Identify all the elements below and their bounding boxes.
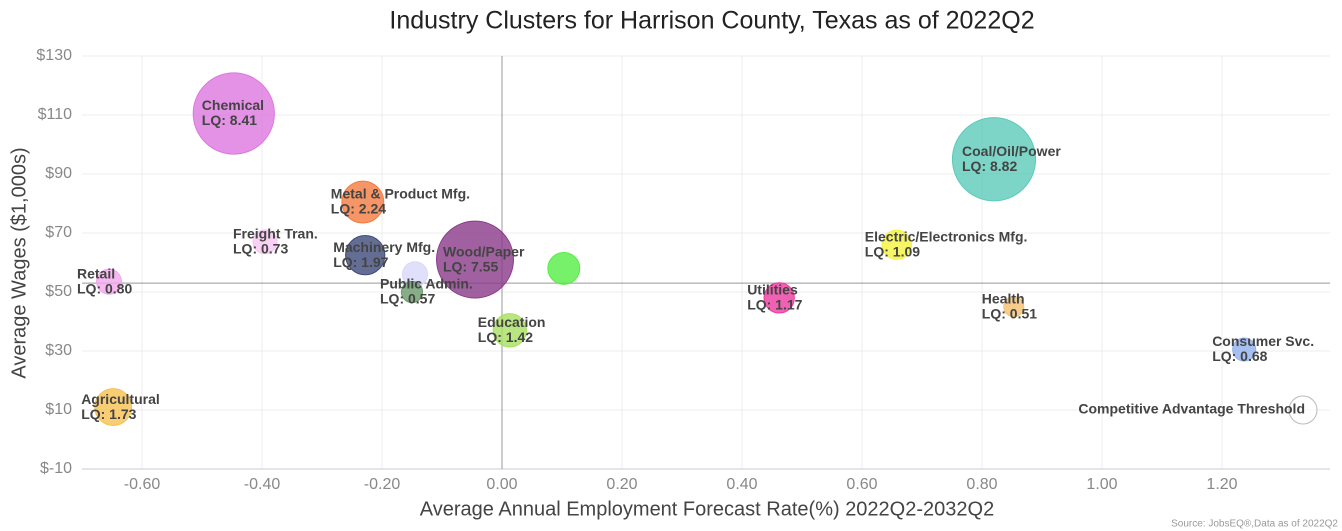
bubble <box>341 180 385 224</box>
bubble <box>763 282 795 314</box>
bubble-value-label: LQ: 0.57 <box>380 291 435 307</box>
y-tick-label: $130 <box>36 47 72 64</box>
bubble <box>400 280 424 304</box>
y-axis-label: Average Wages ($1,000s) <box>8 147 30 378</box>
x-tick-label: 0.80 <box>966 476 997 493</box>
bubble <box>881 229 912 260</box>
bubble-label: Public Admin. <box>380 276 473 292</box>
bubble-label: Coal/Oil/Power <box>962 143 1061 159</box>
x-tick-label: -0.40 <box>244 476 281 493</box>
bubble-value-label: LQ: 0.80 <box>77 280 132 296</box>
y-tick-label: $30 <box>45 342 72 359</box>
bubble-value-label: LQ: 1.97 <box>333 254 388 270</box>
bubble-value-label: LQ: 1.73 <box>81 406 136 422</box>
x-axis-label: Average Annual Employment Forecast Rate(… <box>420 498 994 520</box>
bubble-value-label: LQ: 2.24 <box>331 201 386 217</box>
x-tick-label: 0.40 <box>726 476 757 493</box>
y-tick-label: $90 <box>45 165 72 182</box>
bubble-value-label: LQ: 1.09 <box>865 244 920 260</box>
bubble <box>436 220 514 299</box>
bubble-label: Agricultural <box>81 391 160 407</box>
chart-title: Industry Clusters for Harrison County, T… <box>389 7 1034 35</box>
bubble-label: Freight Tran. <box>233 226 318 242</box>
bubble-label: Chemical <box>202 97 264 113</box>
x-tick-label: -0.20 <box>364 476 401 493</box>
bubble-label: Machinery Mfg. <box>333 239 435 255</box>
bubble <box>951 117 1037 202</box>
y-tick-label: $110 <box>38 106 73 123</box>
y-tick-label: $50 <box>45 283 72 300</box>
bubble <box>94 388 133 426</box>
x-tick-label: 0.00 <box>486 476 517 493</box>
bubble <box>1232 337 1257 362</box>
x-tick-label: 1.20 <box>1206 476 1237 493</box>
bubble-value-label: LQ: 0.51 <box>982 305 1037 321</box>
bubble-value-label: LQ: 8.82 <box>962 158 1017 174</box>
x-tick-label: 0.20 <box>606 476 637 493</box>
bubble-label: Consumer Svc. <box>1212 333 1314 349</box>
source-note: Source: JobsEQ®,Data as of 2022Q2 <box>1171 519 1338 530</box>
bubble-label: Metal & Product Mfg. <box>331 186 470 202</box>
y-tick-label: $10 <box>45 401 72 418</box>
threshold-label: Competitive Advantage Threshold <box>1078 401 1305 417</box>
bubble-value-label: LQ: 1.17 <box>747 297 802 313</box>
bubble <box>192 72 275 155</box>
y-tick-label: $-10 <box>40 460 72 477</box>
x-tick-label: -0.60 <box>124 476 161 493</box>
bubble <box>1003 296 1025 318</box>
bubble-label: Health <box>982 290 1025 306</box>
bubble-value-label: LQ: 7.55 <box>443 258 498 274</box>
bubble <box>345 234 386 276</box>
bubble <box>547 251 581 285</box>
bubble-value-label: LQ: 8.41 <box>202 112 257 128</box>
bubble-value-label: LQ: 0.68 <box>1212 348 1267 364</box>
bubble <box>492 313 527 348</box>
bubble-label: Retail <box>77 265 115 281</box>
bubble <box>95 268 123 295</box>
bubble-value-label: LQ: 0.73 <box>233 241 288 257</box>
bubble-label: Wood/Paper <box>443 243 525 259</box>
bubble-label: Utilities <box>747 282 798 298</box>
x-tick-label: 1.00 <box>1086 476 1117 493</box>
bubble-value-label: LQ: 1.42 <box>478 329 533 345</box>
x-tick-label: 0.60 <box>846 476 877 493</box>
y-tick-label: $70 <box>45 224 72 241</box>
threshold-bubble <box>1288 395 1318 425</box>
bubble-label: Electric/Electronics Mfg. <box>865 229 1028 245</box>
bubble <box>252 229 278 255</box>
bubble-label: Education <box>478 314 546 330</box>
